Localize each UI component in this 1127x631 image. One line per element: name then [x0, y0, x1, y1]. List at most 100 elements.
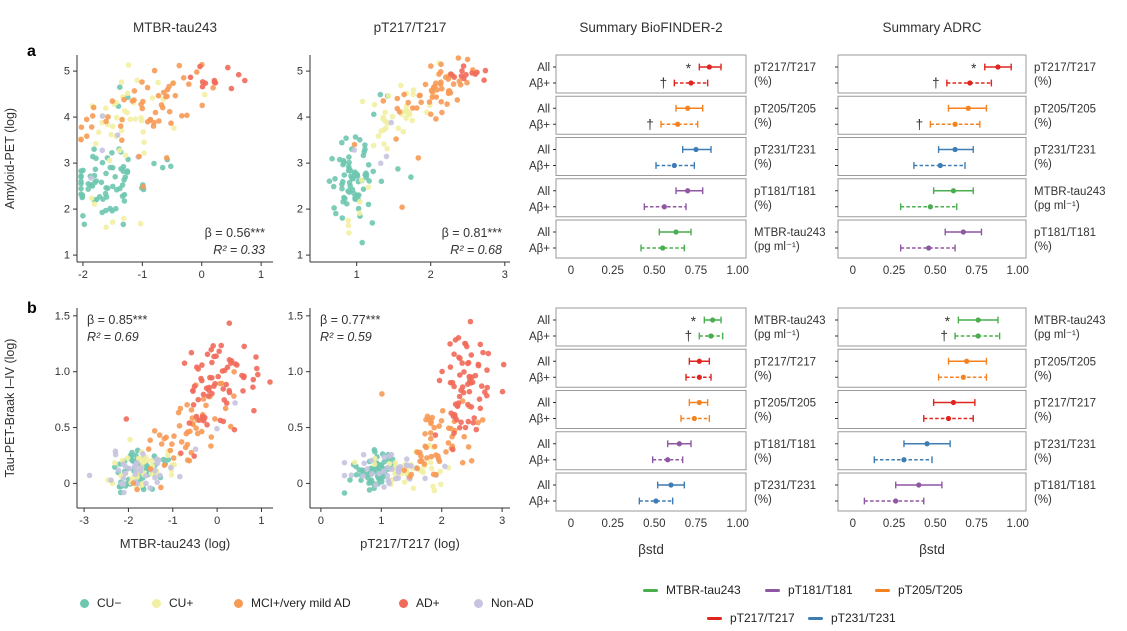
svg-text:βstd: βstd: [638, 542, 664, 557]
svg-text:*: *: [971, 61, 977, 76]
svg-text:0.50: 0.50: [924, 265, 946, 277]
svg-text:pT231/T231: pT231/T231: [1034, 439, 1096, 451]
svg-text:1.0: 1.0: [55, 366, 70, 378]
svg-text:(%): (%): [754, 453, 772, 465]
svg-text:All: All: [537, 315, 550, 327]
svg-text:-1: -1: [168, 515, 178, 527]
scatter-points: [341, 318, 507, 496]
svg-text:β = 0.77***: β = 0.77***: [320, 313, 380, 327]
svg-text:3: 3: [297, 158, 303, 170]
svg-text:(pg ml⁻¹): (pg ml⁻¹): [1034, 329, 1080, 341]
svg-text:(pg ml⁻¹): (pg ml⁻¹): [754, 329, 800, 341]
svg-text:pT181/T181: pT181/T181: [1034, 227, 1096, 239]
svg-text:(%): (%): [754, 494, 772, 506]
svg-text:(%): (%): [1034, 370, 1052, 382]
svg-text:-1: -1: [137, 269, 147, 281]
svg-text:β = 0.85***: β = 0.85***: [87, 313, 147, 327]
svg-text:3: 3: [502, 269, 508, 281]
svg-text:0: 0: [318, 515, 324, 527]
svg-text:pT217/T217: pT217/T217: [754, 62, 816, 74]
svg-text:pT181/T181: pT181/T181: [754, 439, 816, 451]
svg-text:5: 5: [64, 66, 70, 78]
svg-text:(%): (%): [1034, 412, 1052, 424]
svg-text:-2: -2: [78, 269, 88, 281]
svg-text:Amyloid-PET (log): Amyloid-PET (log): [3, 108, 17, 209]
svg-text:(%): (%): [1034, 159, 1052, 171]
legend-item-mtbr: MTBR-tau243: [643, 583, 741, 597]
svg-text:0.25: 0.25: [883, 518, 905, 530]
column-title-adrc: Summary ADRC: [882, 20, 982, 35]
svg-text:0: 0: [850, 265, 856, 277]
legend-label-mtbr: MTBR-tau243: [666, 583, 741, 597]
svg-text:pT217/T217: pT217/T217: [1034, 62, 1096, 74]
svg-text:4: 4: [64, 112, 70, 124]
svg-text:1.5: 1.5: [288, 310, 303, 322]
mci-dot-icon: [234, 598, 243, 608]
scatter-points: [326, 55, 489, 246]
svg-text:MTBR-tau243: MTBR-tau243: [754, 315, 826, 327]
svg-text:Aβ+: Aβ+: [529, 331, 550, 343]
svg-text:Aβ+: Aβ+: [529, 78, 550, 90]
scatter-plot-b-mtbr-taupet: -3 -2 -1 0 1 0 0.5 1.0 1.5 Tau-PET-Braak I–IV (lo…: [3, 308, 273, 551]
svg-text:1: 1: [258, 515, 264, 527]
svg-text:0.25: 0.25: [601, 265, 623, 277]
svg-text:(%): (%): [1034, 117, 1052, 129]
svg-text:All: All: [537, 398, 550, 410]
svg-text:2: 2: [297, 204, 303, 216]
svg-text:pT205/T205: pT205/T205: [1034, 103, 1096, 115]
svg-text:pT217/T217 (log): pT217/T217 (log): [360, 536, 460, 551]
svg-text:1.00: 1.00: [726, 518, 748, 530]
ad-dot-icon: [399, 598, 408, 608]
svg-text:1: 1: [297, 250, 303, 262]
svg-text:All: All: [537, 62, 550, 74]
svg-text:All: All: [537, 480, 550, 492]
svg-text:0: 0: [64, 478, 70, 490]
scatter-plot-a-mtbr-amyloid: -2 -1 0 1 1 2 3 4 5 Amyloid-PET (log) β = 0.56*** R…: [3, 55, 273, 281]
cu-neg-dot-icon: [80, 598, 89, 608]
svg-text:pT231/T231: pT231/T231: [754, 480, 816, 492]
svg-text:0.50: 0.50: [924, 518, 946, 530]
svg-text:-3: -3: [79, 515, 89, 527]
svg-text:0.25: 0.25: [883, 265, 905, 277]
svg-text:1.0: 1.0: [288, 366, 303, 378]
pt205-dash-icon: [875, 588, 890, 592]
legend-item-non-ad: Non-AD: [474, 596, 534, 610]
svg-text:β = 0.81***: β = 0.81***: [442, 226, 502, 240]
svg-text:Aβ+: Aβ+: [529, 243, 550, 255]
svg-text:pT205/T205: pT205/T205: [754, 103, 816, 115]
mtbr-dash-icon: [643, 588, 658, 592]
svg-text:(pg ml⁻¹): (pg ml⁻¹): [754, 241, 800, 253]
column-title-mtbr: MTBR-tau243: [132, 20, 218, 35]
svg-text:Aβ+: Aβ+: [529, 202, 550, 214]
svg-text:0: 0: [568, 518, 574, 530]
svg-text:†: †: [646, 117, 654, 132]
svg-text:R² = 0.59: R² = 0.59: [320, 330, 372, 344]
svg-text:0.75: 0.75: [965, 518, 987, 530]
svg-text:R² = 0.69: R² = 0.69: [87, 330, 139, 344]
svg-text:Tau-PET-Braak I–IV (log): Tau-PET-Braak I–IV (log): [3, 339, 17, 478]
svg-text:1: 1: [64, 250, 70, 262]
svg-text:All: All: [537, 186, 550, 198]
legend-label-pt181: pT181/T181: [788, 583, 853, 597]
panel-label-b: b: [27, 300, 37, 317]
svg-text:0.75: 0.75: [685, 518, 707, 530]
svg-text:(%): (%): [1034, 76, 1052, 88]
forest-plot-b-adrc: *† MTBR-tau243 (pg ml⁻¹) pT205/T205 (%) pT217…: [835, 307, 1106, 557]
svg-text:2: 2: [428, 269, 434, 281]
pt217-dash-icon: [707, 616, 722, 620]
svg-text:†: †: [932, 76, 940, 91]
legend-label-mci: MCI+/very mild AD: [251, 596, 351, 610]
svg-text:0: 0: [568, 265, 574, 277]
svg-text:(%): (%): [754, 117, 772, 129]
svg-text:2: 2: [64, 204, 70, 216]
svg-text:Aβ+: Aβ+: [529, 414, 550, 426]
legend-label-pt231: pT231/T231: [831, 611, 896, 625]
svg-text:(%): (%): [754, 159, 772, 171]
svg-text:pT231/T231: pT231/T231: [1034, 145, 1096, 157]
svg-text:MTBR-tau243 (log): MTBR-tau243 (log): [120, 536, 231, 551]
scatter-points: [86, 320, 273, 496]
svg-text:0: 0: [214, 515, 220, 527]
svg-text:R² = 0.33: R² = 0.33: [213, 243, 265, 257]
svg-text:(%): (%): [754, 412, 772, 424]
